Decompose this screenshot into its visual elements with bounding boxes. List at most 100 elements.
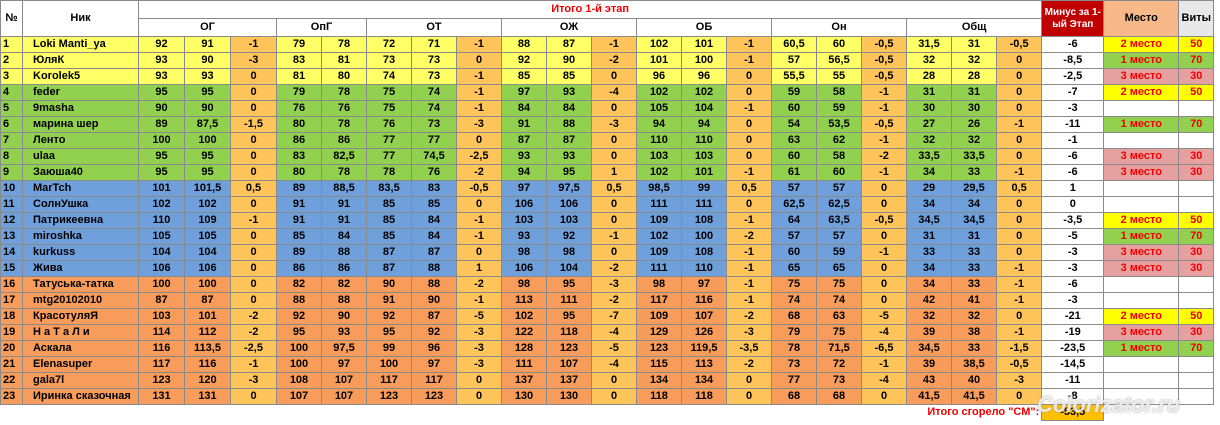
score-cell: 122 xyxy=(501,324,547,341)
diff-cell: 0 xyxy=(456,132,502,149)
diff-cell: -1,5 xyxy=(995,340,1043,357)
minus-cell: -7 xyxy=(1041,84,1105,101)
score-cell: 97,5 xyxy=(321,340,367,357)
diff-cell: 0 xyxy=(861,196,907,213)
score-cell: 63 xyxy=(816,308,862,325)
diff-cell: -3 xyxy=(591,116,637,133)
diff-cell: -1 xyxy=(861,100,907,117)
diff-cell: -4 xyxy=(861,324,907,341)
score-cell: 75 xyxy=(366,100,412,117)
score-cell: 68 xyxy=(816,388,862,405)
score-cell: 33,5 xyxy=(906,148,952,165)
score-cell: 77 xyxy=(411,132,457,149)
score-cell: 60 xyxy=(771,100,817,117)
row-number: 11 xyxy=(0,196,23,213)
row-number: 17 xyxy=(0,292,23,309)
diff-cell: -2 xyxy=(230,308,277,325)
data-row: 12 Патрикеевна 110 109 -1 91 91 85 84 -1 103 103 0 10… xyxy=(0,212,1215,229)
score-cell: 87,5 xyxy=(184,116,231,133)
score-cell: 73 xyxy=(411,116,457,133)
diff-cell: -5 xyxy=(456,308,502,325)
diff-cell: -1 xyxy=(726,164,772,181)
diff-cell: -1 xyxy=(861,132,907,149)
footer-value: -53,5 xyxy=(1041,404,1105,421)
score-cell: 60 xyxy=(816,164,862,181)
score-cell: 100 xyxy=(138,276,185,293)
score-cell: 85 xyxy=(411,196,457,213)
diff-cell: -4 xyxy=(591,356,637,373)
score-cell: 107 xyxy=(546,356,592,373)
diff-cell: -3 xyxy=(591,276,637,293)
watermark: Colorizator.ru xyxy=(1036,392,1180,417)
score-cell: 76 xyxy=(366,116,412,133)
vity-cell: 50 xyxy=(1178,36,1215,53)
score-cell: 113 xyxy=(501,292,547,309)
score-cell: 74 xyxy=(771,292,817,309)
place-cell xyxy=(1103,356,1180,373)
score-cell: 110 xyxy=(138,212,185,229)
score-cell: 110 xyxy=(636,132,682,149)
score-cell: 85 xyxy=(501,68,547,85)
score-cell: 59 xyxy=(816,100,862,117)
score-cell: 103 xyxy=(681,148,727,165)
score-cell: 123 xyxy=(366,388,412,405)
score-cell: 86 xyxy=(276,132,322,149)
vity-cell: 50 xyxy=(1178,212,1215,229)
score-cell: 90 xyxy=(184,100,231,117)
diff-cell: -3 xyxy=(456,356,502,373)
score-cell: 87 xyxy=(366,244,412,261)
score-cell: 106 xyxy=(501,196,547,213)
place-cell: 2 место xyxy=(1103,36,1180,53)
diff-cell: 0 xyxy=(995,244,1043,261)
diff-cell: 1 xyxy=(456,260,502,277)
score-cell: 105 xyxy=(636,100,682,117)
score-cell: 63,5 xyxy=(816,212,862,229)
score-cell: 60 xyxy=(771,244,817,261)
minus-cell: -3 xyxy=(1041,244,1105,261)
score-cell: 68 xyxy=(771,308,817,325)
score-cell: 118 xyxy=(681,388,727,405)
diff-cell: 0 xyxy=(995,308,1043,325)
nickname: Loki Manti_ya xyxy=(22,36,139,53)
diff-cell: 0 xyxy=(995,388,1043,405)
score-cell: 95 xyxy=(184,164,231,181)
place-cell: 3 место xyxy=(1103,244,1180,261)
row-number: 19 xyxy=(0,324,23,341)
score-cell: 57 xyxy=(771,228,817,245)
score-cell: 73 xyxy=(771,356,817,373)
place-cell: 2 место xyxy=(1103,308,1180,325)
diff-cell: -6,5 xyxy=(861,340,907,357)
header-row: ОГ ОпГ ОТ ОЖ ОБ Он Общ xyxy=(1,18,1214,37)
diff-cell: 0 xyxy=(230,260,277,277)
score-cell: 110 xyxy=(681,260,727,277)
diff-cell: -4 xyxy=(861,372,907,389)
score-cell: 130 xyxy=(546,388,592,405)
diff-cell: 0 xyxy=(995,132,1043,149)
diff-cell: 0 xyxy=(726,84,772,101)
score-cell: 76 xyxy=(321,100,367,117)
place-cell xyxy=(1103,292,1180,309)
score-cell: 92 xyxy=(411,324,457,341)
minus-cell: -14,5 xyxy=(1041,356,1105,373)
diff-cell: -1 xyxy=(456,100,502,117)
nickname: miroshka xyxy=(22,228,139,245)
diff-cell: 0 xyxy=(230,244,277,261)
score-cell: 107 xyxy=(276,388,322,405)
score-cell: 101,5 xyxy=(184,180,231,197)
score-cell: 71 xyxy=(411,36,457,53)
score-cell: 93 xyxy=(501,148,547,165)
score-cell: 65 xyxy=(816,260,862,277)
score-cell: 88,5 xyxy=(321,180,367,197)
header-cell: Минус за 1-ый Этап xyxy=(1041,0,1105,37)
row-number: 13 xyxy=(0,228,23,245)
place-cell xyxy=(1103,276,1180,293)
vity-cell xyxy=(1178,388,1215,405)
diff-cell: -1 xyxy=(995,276,1043,293)
diff-cell: -1 xyxy=(230,356,277,373)
score-cell: 100 xyxy=(366,356,412,373)
diff-cell: 0 xyxy=(861,276,907,293)
data-row: 10 MarTch 101 101,5 0,5 89 88,5 83,5 83 -0,5 97 97,… xyxy=(0,180,1215,197)
group-header: ОпГ xyxy=(276,18,367,37)
group-header: ОЖ xyxy=(501,18,637,37)
diff-cell: 0 xyxy=(591,212,637,229)
